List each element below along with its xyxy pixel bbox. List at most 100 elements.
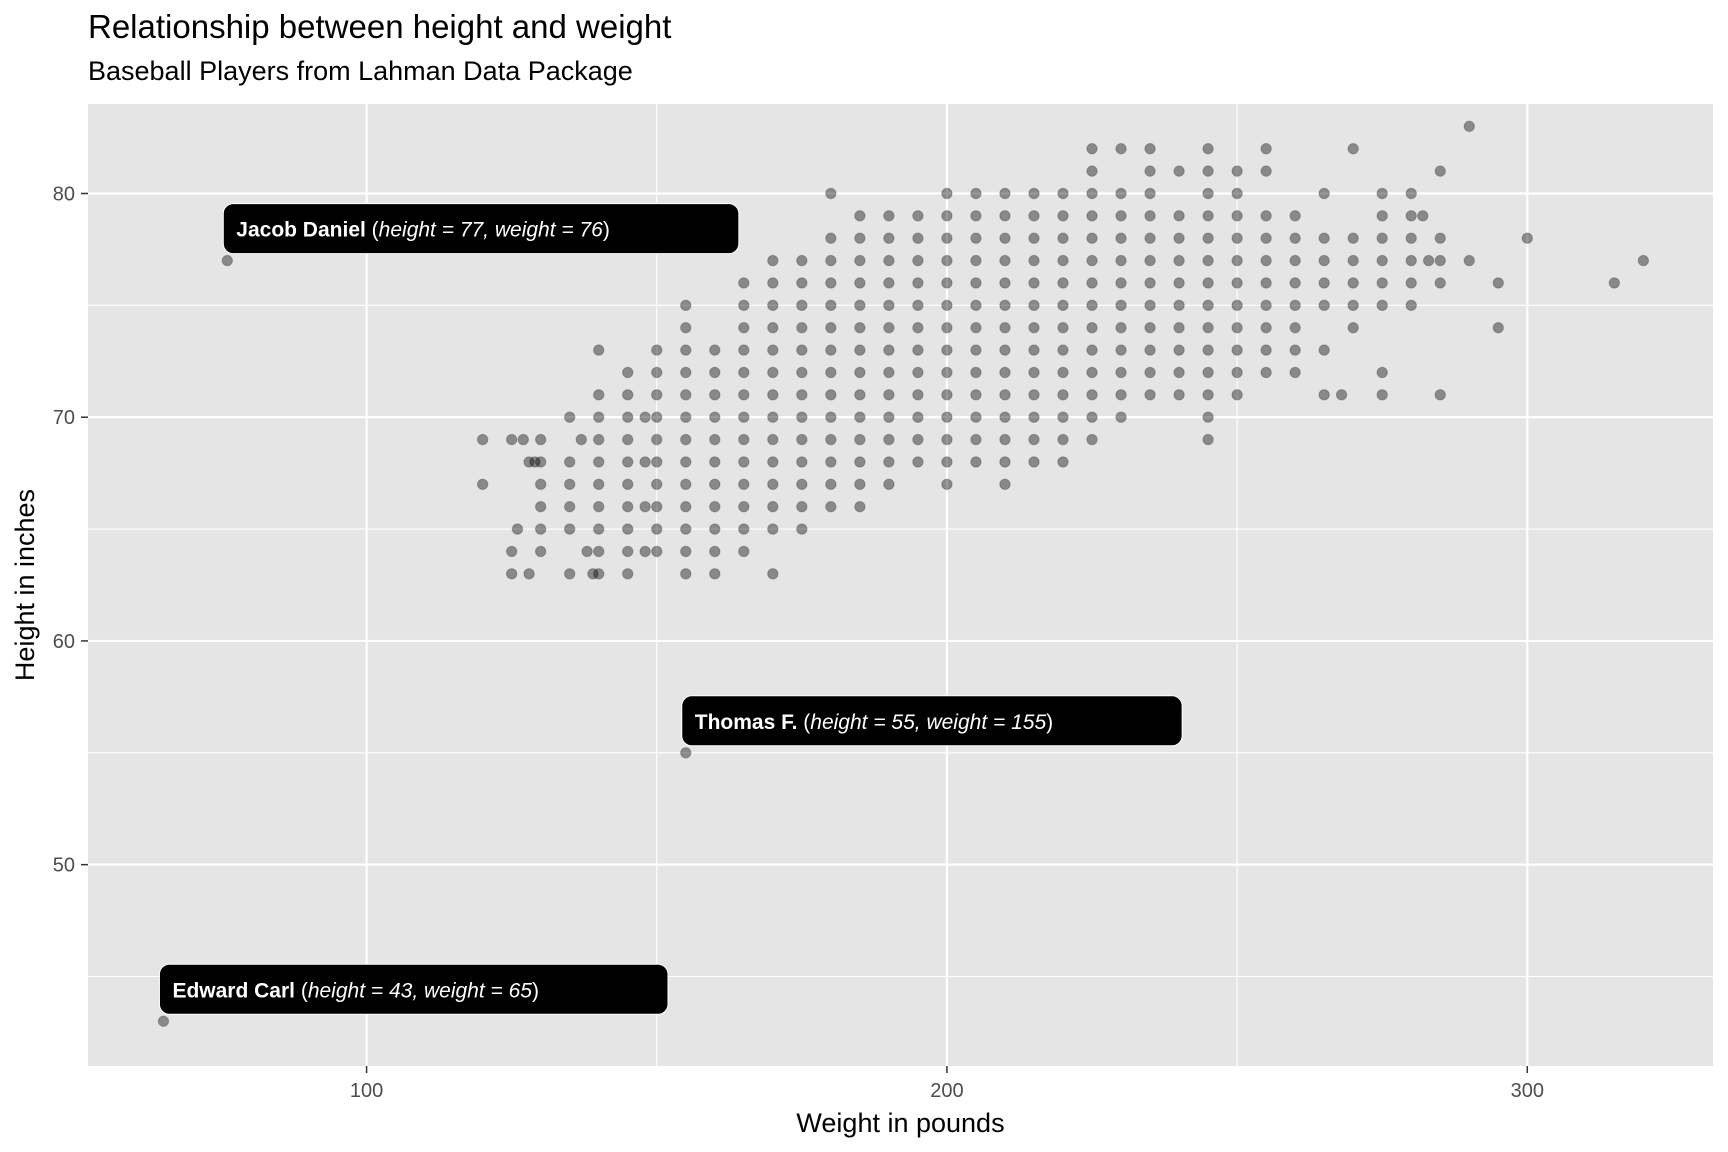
data-point (1057, 344, 1069, 356)
data-point (1289, 344, 1301, 356)
data-point (157, 1015, 170, 1027)
data-point (941, 232, 953, 244)
data-point (476, 433, 489, 446)
data-point (767, 322, 779, 334)
data-point (941, 277, 953, 289)
data-point (941, 389, 953, 401)
data-point (912, 254, 924, 267)
data-point (1405, 277, 1417, 289)
data-point (825, 277, 837, 289)
data-point (767, 478, 779, 491)
data-point (1289, 366, 1301, 379)
data-point (1057, 299, 1069, 312)
data-point (1260, 143, 1272, 155)
data-point (1637, 254, 1650, 267)
data-point (970, 232, 982, 244)
data-point (738, 500, 750, 513)
data-point (912, 366, 924, 379)
data-point (941, 210, 953, 222)
data-point (1376, 232, 1388, 244)
data-point (999, 232, 1011, 244)
data-point (1202, 254, 1214, 267)
label-name: Jacob Daniel (236, 219, 366, 242)
data-point (1260, 344, 1272, 356)
data-point (1086, 187, 1098, 200)
data-point (883, 277, 895, 289)
data-point (651, 523, 663, 535)
data-point (1231, 277, 1243, 289)
data-point (1202, 366, 1214, 379)
data-point (1289, 254, 1301, 267)
data-point (517, 433, 529, 446)
data-point (1086, 322, 1098, 334)
data-point (680, 456, 692, 468)
data-point (1260, 165, 1272, 177)
data-point (767, 366, 779, 379)
data-point (680, 389, 692, 401)
data-point (1434, 389, 1446, 401)
data-point (505, 568, 518, 580)
data-point (883, 254, 895, 267)
data-point (534, 456, 547, 468)
data-point (970, 389, 982, 401)
data-point (534, 523, 547, 535)
data-point (941, 299, 953, 312)
data-point (680, 433, 692, 446)
data-point (1202, 187, 1214, 200)
data-point (999, 299, 1011, 312)
data-point (1144, 210, 1156, 222)
data-point (999, 389, 1011, 401)
data-point (505, 545, 518, 558)
data-point (593, 478, 605, 491)
data-point (1335, 389, 1348, 401)
data-point (1260, 254, 1272, 267)
y-tick-label: 60 (53, 631, 75, 653)
data-point (1434, 232, 1446, 244)
data-point (1086, 299, 1098, 312)
data-point (999, 322, 1011, 334)
data-point (767, 500, 779, 513)
data-point (738, 456, 750, 468)
data-point (651, 545, 663, 558)
data-point (854, 411, 866, 423)
data-point (622, 478, 634, 491)
data-point (1057, 277, 1069, 289)
data-point (709, 523, 721, 535)
data-point (1173, 165, 1185, 177)
x-tick-label: 100 (350, 1080, 383, 1102)
data-point (651, 456, 663, 468)
data-point (912, 232, 924, 244)
data-point (796, 523, 808, 535)
data-point (854, 344, 866, 356)
data-point (511, 523, 524, 535)
data-point (883, 411, 895, 423)
label-paren-open: ( (366, 219, 379, 242)
data-point (1028, 187, 1040, 200)
data-point (1144, 232, 1156, 244)
data-point (523, 568, 535, 580)
data-point (912, 411, 924, 423)
data-point (970, 299, 982, 312)
data-point (1086, 232, 1098, 244)
data-point (639, 545, 651, 558)
data-point (999, 433, 1011, 446)
data-point (912, 322, 924, 334)
data-point (999, 254, 1011, 267)
data-point (883, 299, 895, 312)
data-point (912, 389, 924, 401)
data-point (1057, 232, 1069, 244)
data-point (1202, 322, 1214, 334)
data-point (1231, 322, 1243, 334)
data-point (767, 389, 779, 401)
data-point (999, 187, 1011, 200)
data-point (1115, 344, 1127, 356)
data-point (825, 500, 837, 513)
data-point (651, 344, 663, 356)
data-point (941, 366, 953, 379)
data-point (1376, 210, 1388, 222)
data-point (651, 366, 663, 379)
data-point (1347, 322, 1359, 334)
data-point (825, 411, 837, 423)
data-point (738, 433, 750, 446)
